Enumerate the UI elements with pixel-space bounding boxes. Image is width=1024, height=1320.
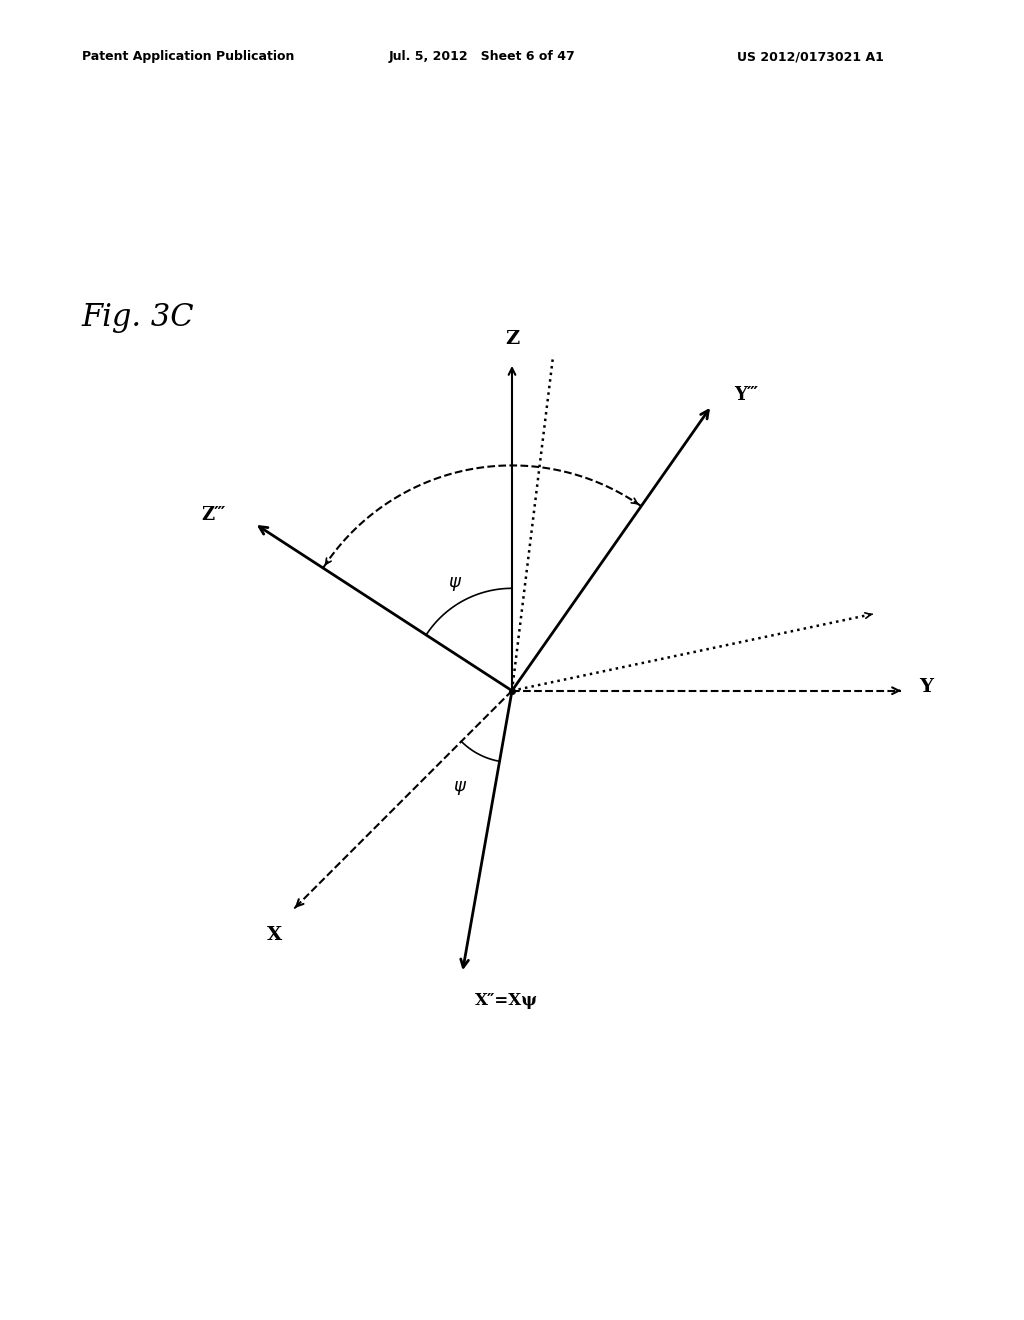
Text: Fig. 3C: Fig. 3C xyxy=(82,301,195,333)
Text: Z: Z xyxy=(505,330,519,347)
Text: Z‴: Z‴ xyxy=(201,506,225,524)
Text: X″=Xψ: X″=Xψ xyxy=(474,991,538,1008)
Text: $\psi$: $\psi$ xyxy=(449,576,463,593)
Text: Y‴: Y‴ xyxy=(734,387,759,404)
Text: Jul. 5, 2012   Sheet 6 of 47: Jul. 5, 2012 Sheet 6 of 47 xyxy=(389,50,575,63)
Text: Y: Y xyxy=(920,677,934,696)
Text: Patent Application Publication: Patent Application Publication xyxy=(82,50,294,63)
Text: X: X xyxy=(266,927,282,944)
Text: US 2012/0173021 A1: US 2012/0173021 A1 xyxy=(737,50,884,63)
Text: $\psi$: $\psi$ xyxy=(453,779,467,797)
